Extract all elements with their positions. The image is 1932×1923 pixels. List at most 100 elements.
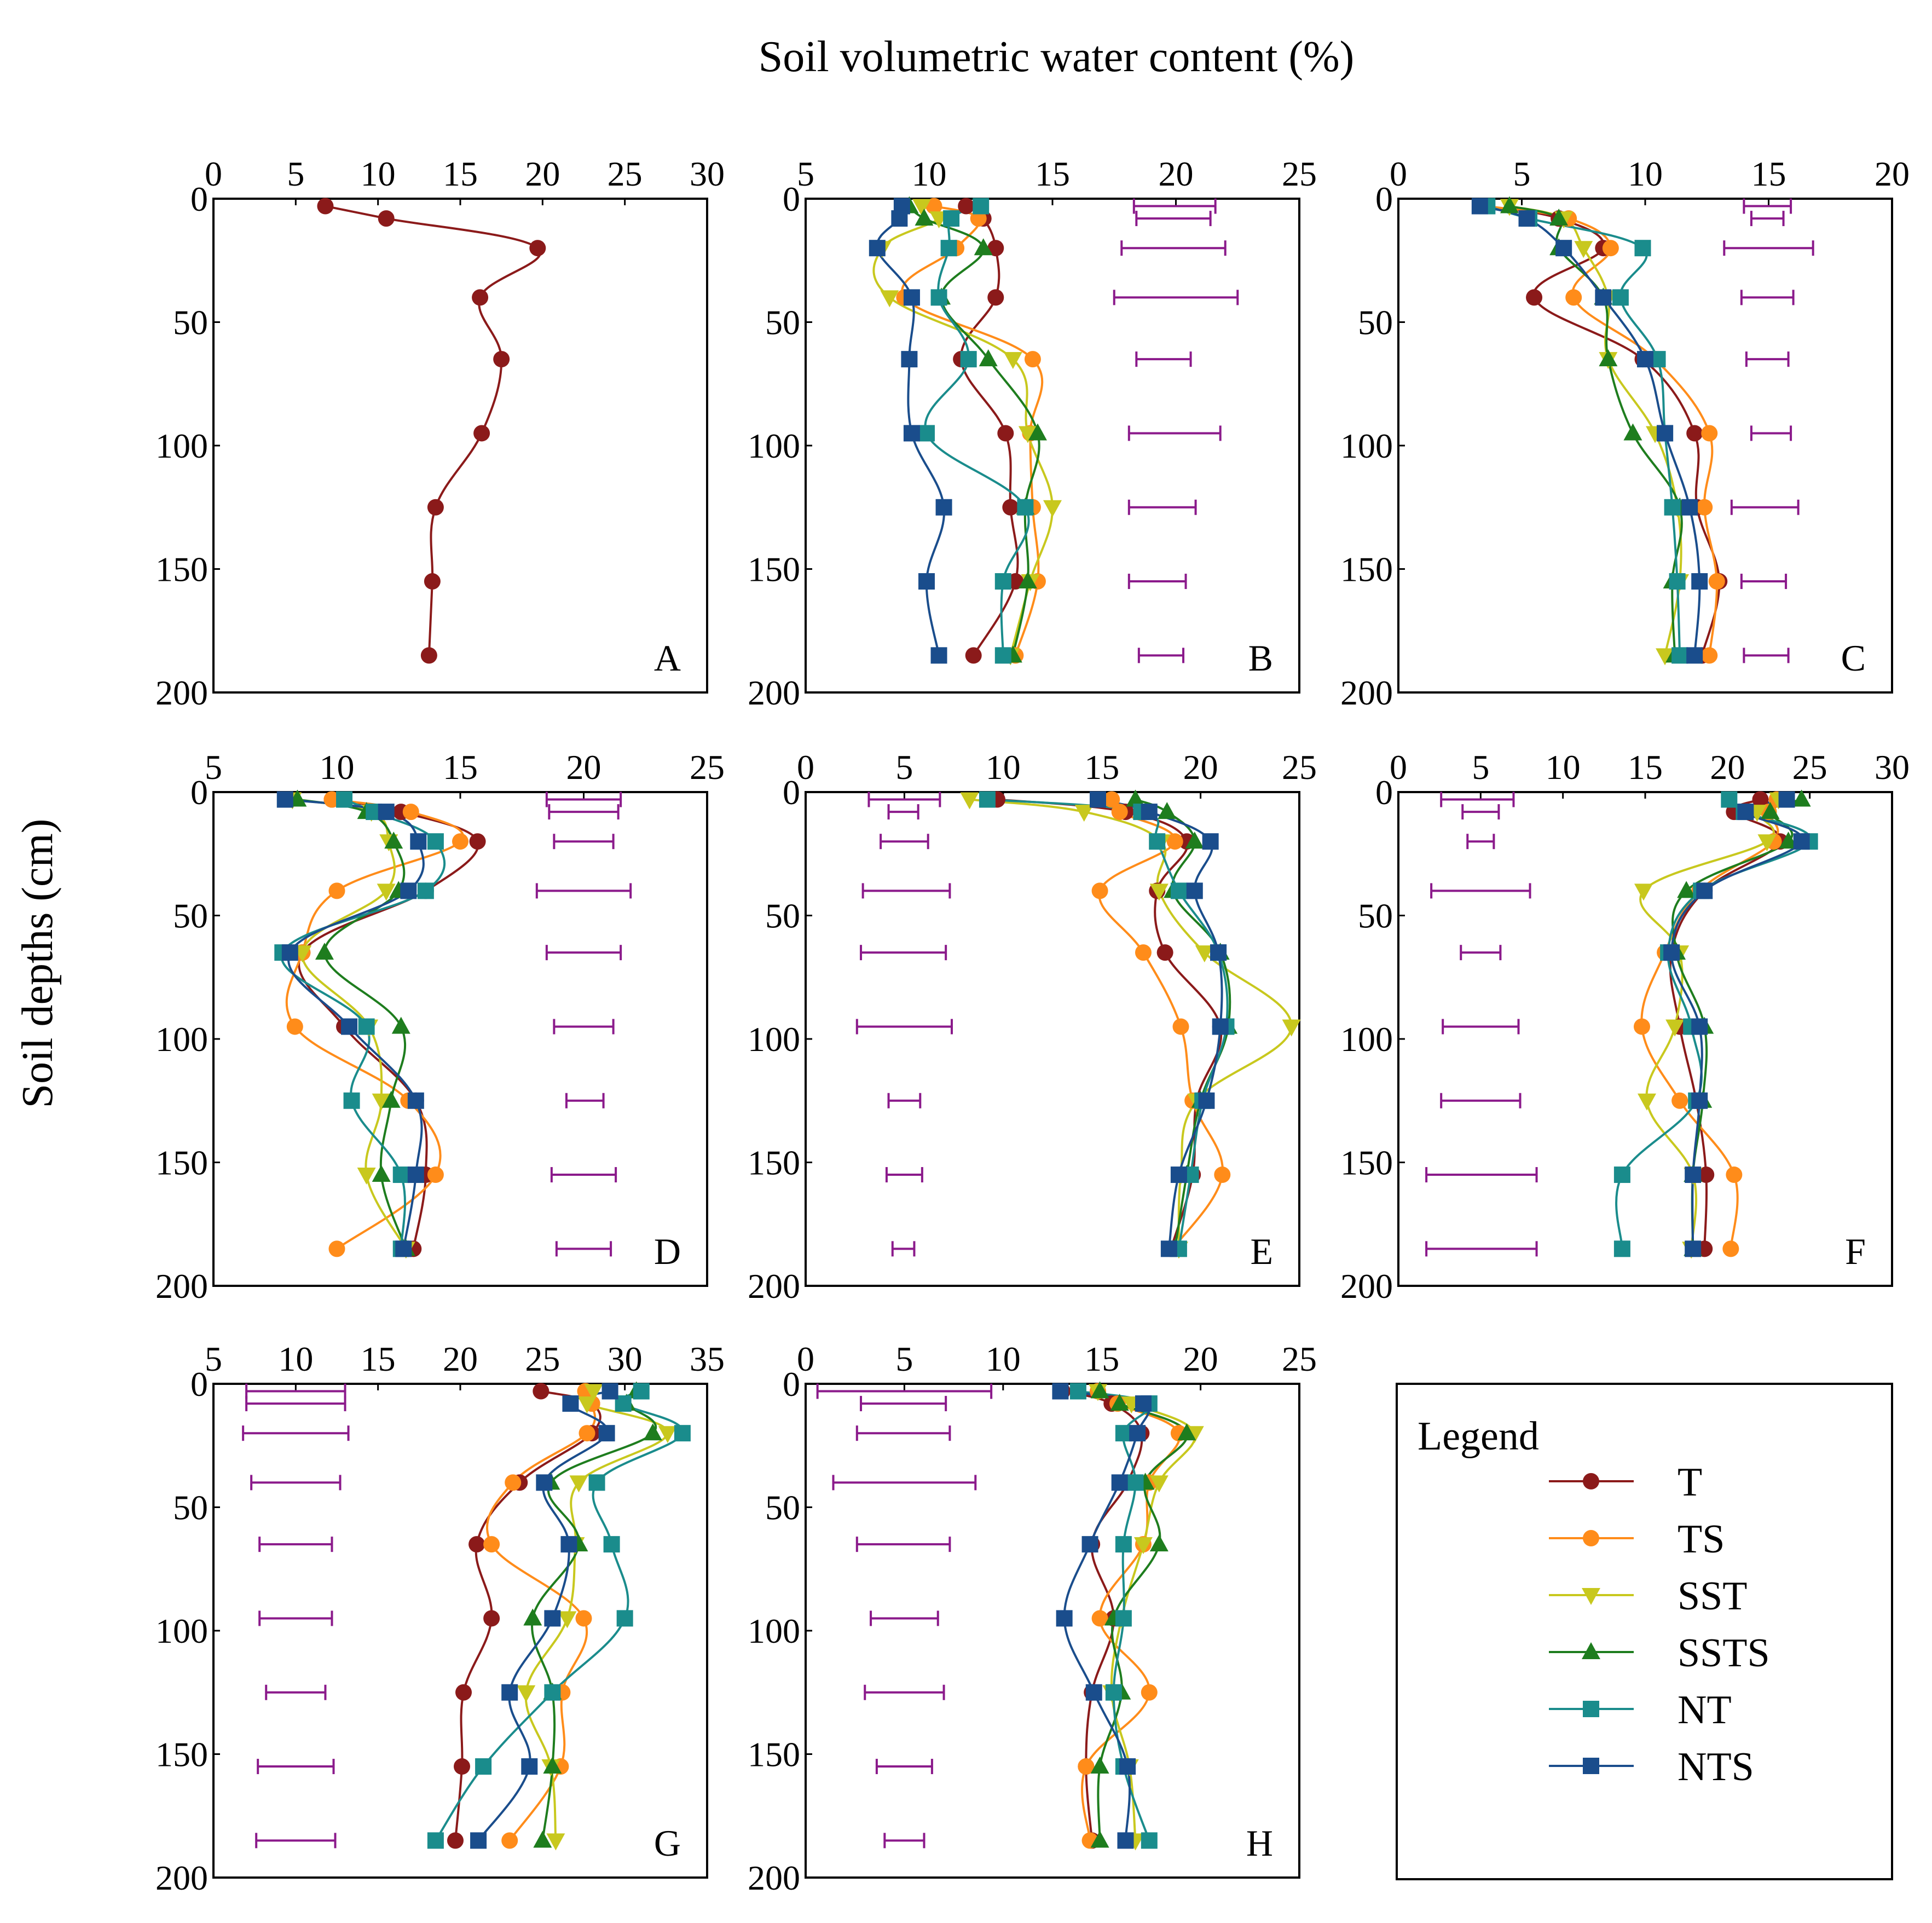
data-point-nts (918, 573, 935, 590)
legend-label: SSTS (1678, 1631, 1770, 1676)
error-bar (545, 945, 622, 961)
data-point-sst (569, 1475, 588, 1493)
error-bar (1425, 1167, 1538, 1183)
data-point-nts (1085, 1684, 1102, 1701)
data-point-nts (1160, 1240, 1177, 1257)
data-point-sst (372, 1093, 391, 1111)
panel-h: 0 5 10 15 20 25 0 50 100 150 200 H (748, 1339, 1317, 1897)
data-point-ssts (1028, 423, 1047, 441)
x-tick-label: 5 (1472, 748, 1489, 787)
error-bar (855, 1425, 951, 1441)
data-point-nts (1663, 944, 1680, 961)
series-line-ts (1098, 799, 1224, 1250)
data-point-sst (1634, 883, 1653, 901)
data-point-nt (973, 198, 990, 215)
data-point-nt (1613, 1166, 1630, 1183)
error-bar (887, 1093, 922, 1108)
data-point-ts (483, 1536, 500, 1553)
data-point-t (1752, 791, 1769, 808)
legend-label: NTS (1678, 1745, 1754, 1789)
data-point-nts (470, 1832, 487, 1849)
data-point-ts (328, 882, 345, 899)
panel-d: 5 10 15 20 25 0 50 100 150 200 D (155, 748, 725, 1306)
y-tick-label: 150 (155, 1144, 208, 1182)
data-point-nt (475, 1758, 492, 1775)
error-bar (870, 1610, 939, 1626)
y-tick-label: 200 (155, 1858, 208, 1897)
series-line-t (1062, 1390, 1143, 1841)
data-point-t (533, 1383, 549, 1400)
error-bar (242, 1425, 350, 1441)
error-bar (855, 1537, 951, 1552)
x-tick-label: 20 (1875, 154, 1910, 193)
error-bar (1132, 198, 1217, 214)
data-point-nt (1149, 833, 1166, 850)
plot-frame (1397, 198, 1893, 694)
data-point-t (1002, 499, 1019, 516)
error-bar (883, 1833, 925, 1849)
y-tick-label: 150 (748, 550, 800, 589)
plot-frame (212, 198, 708, 694)
data-point-ts (1141, 1684, 1158, 1701)
data-point-nts (1170, 1166, 1187, 1183)
series-line-ssts (1097, 1390, 1188, 1841)
data-point-nt (417, 882, 434, 899)
data-point-nts (1212, 1018, 1229, 1035)
data-point-sst (558, 1611, 577, 1629)
error-bar (887, 804, 919, 820)
x-tick-label: 0 (205, 154, 222, 193)
error-bar (1137, 648, 1185, 663)
data-point-sst (1757, 834, 1777, 852)
data-point-nts (281, 944, 298, 961)
data-point-sst (584, 1384, 603, 1401)
data-point-nts (1135, 1395, 1152, 1412)
data-point-ssts (523, 1608, 542, 1626)
series-line-nts (477, 1390, 611, 1841)
x-tick-label: 25 (1282, 1339, 1317, 1378)
error-bar (548, 804, 620, 820)
data-point-ts (1726, 1166, 1743, 1183)
data-point-nt (1583, 1701, 1599, 1717)
y-tick-label: 100 (155, 1020, 208, 1059)
data-point-nts (1691, 1018, 1708, 1035)
x-tick-label: 5 (895, 1339, 913, 1378)
error-bar (855, 1019, 953, 1035)
data-point-ssts (543, 1757, 562, 1774)
data-point-sst (1282, 1019, 1301, 1037)
x-tick-label: 20 (566, 748, 601, 787)
panel-e: 0 5 10 15 20 25 0 50 100 150 200 E (748, 748, 1317, 1306)
data-point-nt (940, 240, 957, 257)
data-point-sst (1195, 945, 1214, 963)
plot-frame (805, 791, 1300, 1287)
y-tick-label: 50 (765, 303, 800, 342)
data-point-nt (1115, 1610, 1132, 1627)
x-tick-label: 20 (1183, 1339, 1218, 1378)
error-bar (885, 1167, 923, 1183)
legend-items: T TS SST SSTS NT NTS (1549, 1460, 1770, 1789)
error-bar (1750, 211, 1785, 227)
y-tick-label: 100 (748, 1612, 800, 1650)
data-point-nts (1685, 1240, 1702, 1257)
data-point-ts (323, 791, 340, 808)
data-point-ts (1708, 573, 1725, 590)
data-point-ts (1078, 1758, 1095, 1775)
y-tick-label: 200 (155, 1267, 208, 1306)
x-tick-label: 0 (1390, 154, 1407, 193)
data-point-nts (544, 1610, 561, 1627)
data-point-sst (1074, 805, 1094, 822)
panel-label: B (1248, 637, 1273, 679)
panel-label: C (1841, 637, 1866, 679)
data-point-nt (616, 1610, 633, 1627)
error-bar (860, 945, 947, 961)
data-point-t (529, 240, 546, 257)
data-point-nt (603, 1536, 620, 1553)
y-tick-label: 200 (748, 673, 800, 712)
error-bar (1460, 945, 1502, 961)
data-point-nts (1141, 804, 1158, 821)
data-point-sst (577, 1396, 597, 1414)
data-point-ssts (979, 349, 998, 367)
y-tick-label: 150 (748, 1735, 800, 1774)
series-line-nts (876, 206, 946, 656)
data-point-sst (1133, 1537, 1153, 1555)
